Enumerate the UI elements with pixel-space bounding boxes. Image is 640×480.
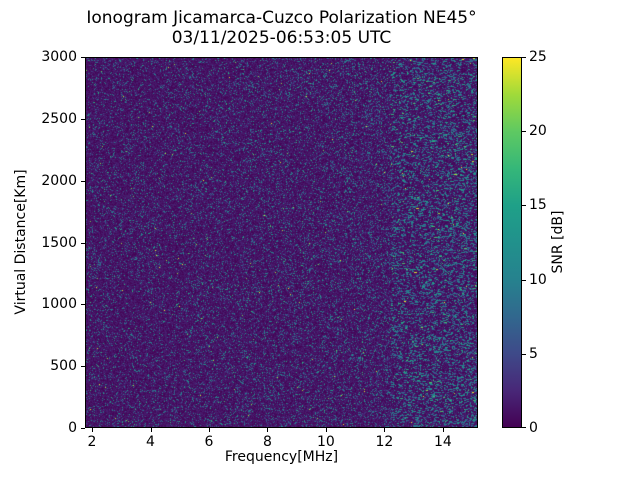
x-tick-mark [91,428,93,432]
x-tick-label: 4 [146,434,155,450]
colorbar-tick-label: 20 [529,123,547,140]
y-tick-mark [81,428,85,429]
colorbar-tick-label: 10 [529,271,547,288]
colorbar-tick-label: 5 [529,345,538,362]
colorbar-tick-label: 0 [529,420,538,436]
y-tick-mark [81,304,85,305]
y-tick-label: 2500 [41,110,77,127]
colorbar-tick-mark [522,57,526,58]
colorbar-tick-mark [522,205,526,206]
x-tick-label: 10 [317,434,335,450]
x-tick-label: 8 [262,434,272,450]
colorbar-tick-mark [522,427,526,428]
x-tick-mark [383,428,385,432]
chart-subtitle: 03/11/2025-06:53:05 UTC [171,28,392,48]
colorbar-tick-label: 15 [529,197,547,214]
y-tick-mark [81,181,85,182]
y-tick-label: 2000 [41,172,77,189]
x-tick-label: 12 [375,434,394,450]
y-tick-mark [81,119,85,120]
y-tick-mark [81,366,85,367]
chart-title: Ionogram Jicamarca-Cuzco Polarization NE… [86,8,477,28]
x-tick-label: 6 [204,434,214,450]
colorbar-tick-label: 25 [529,49,547,65]
y-tick-mark [81,57,85,58]
chart-title-block: Ionogram Jicamarca-Cuzco Polarization NE… [85,8,478,48]
y-tick-label: 1000 [41,296,77,313]
x-tick-mark [208,428,210,432]
colorbar [502,57,522,428]
x-tick-mark [150,428,152,432]
colorbar-tick-mark [522,131,526,132]
y-tick-mark [81,243,85,244]
x-tick-mark [266,428,268,432]
y-tick-label: 0 [68,420,77,436]
x-tick-mark [325,428,327,432]
x-tick-mark [442,428,444,432]
y-tick-label: 3000 [41,49,77,65]
y-tick-label: 500 [50,358,77,375]
ionogram-heatmap-canvas [86,58,477,427]
colorbar-label: SNR [dB] [550,210,566,274]
heatmap-plot-area [85,57,478,428]
colorbar-tick-mark [522,280,526,281]
x-tick-label: 14 [433,434,452,450]
y-axis-label: Virtual Distance[Km] [13,169,29,315]
x-tick-label: 2 [87,434,97,450]
colorbar-tick-mark [522,354,526,355]
y-tick-label: 1500 [41,234,77,251]
x-axis-label: Frequency[MHz] [224,449,339,465]
